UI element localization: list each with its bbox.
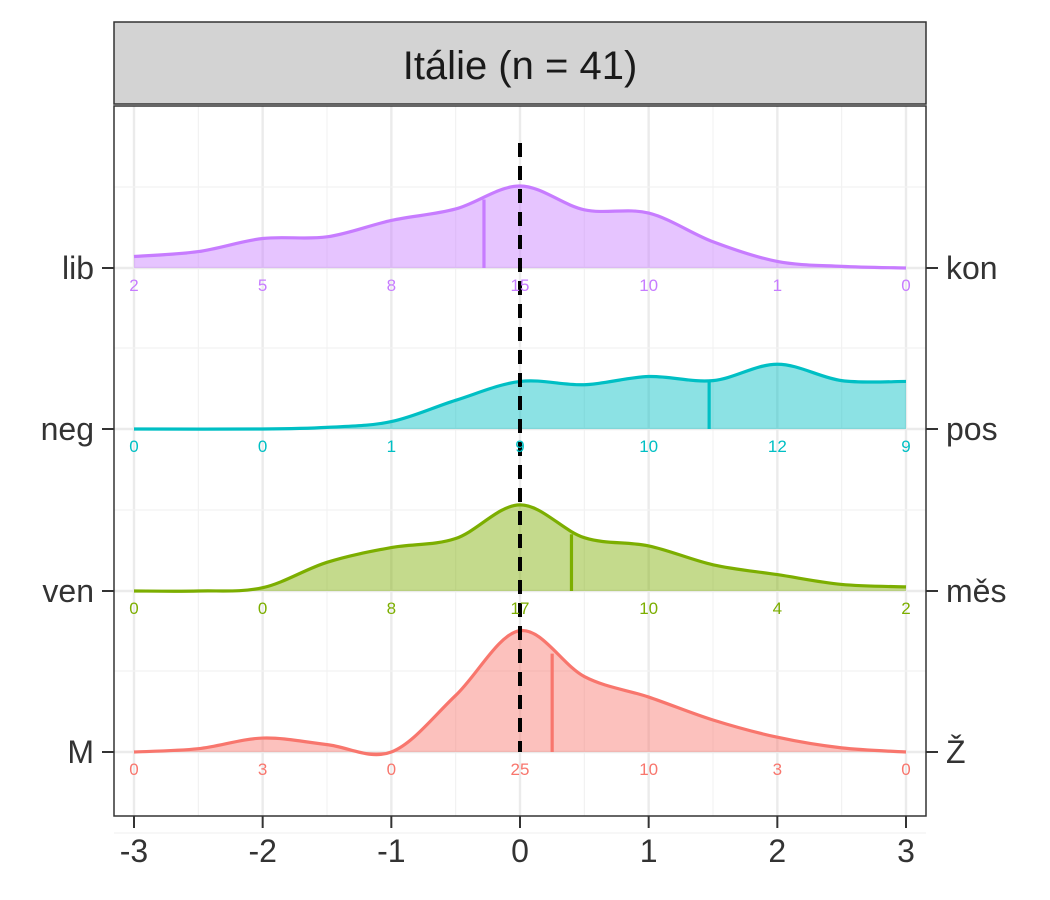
count-lib-6: 0: [901, 276, 910, 295]
ridge-lib: [133, 184, 907, 270]
ridge-neg-outline: [133, 362, 907, 431]
count-neg-3: 9: [515, 437, 524, 456]
count-labels: 2 5 8 15 10 1 00 0 1 9 10 12 90 0 8 17 10 4 20 3 0 25 10 3 0: [129, 276, 910, 779]
count-lib-3: 15: [511, 276, 530, 295]
y-label-right-mes: měs: [946, 573, 1006, 609]
x-tick-label-4: 1: [640, 833, 658, 869]
count-lib-4: 10: [639, 276, 658, 295]
y-label-left-m: M: [67, 734, 94, 770]
facet-strip: Itálie (n = 41): [113, 21, 927, 105]
count-m-0: 0: [129, 760, 138, 779]
count-ven-1: 0: [258, 599, 267, 618]
count-ven-4: 10: [639, 599, 658, 618]
count-m-1: 3: [258, 760, 267, 779]
count-neg-6: 9: [901, 437, 910, 456]
count-neg-4: 10: [639, 437, 658, 456]
count-lib-0: 2: [129, 276, 138, 295]
ridge-ven: [133, 503, 907, 593]
x-tick-label-1: -2: [248, 833, 276, 869]
facet-title: Itálie (n = 41): [403, 44, 638, 88]
strip-background: [113, 21, 927, 105]
count-m-2: 0: [387, 760, 396, 779]
count-m-4: 10: [639, 760, 658, 779]
count-m-3: 25: [511, 760, 530, 779]
count-lib-1: 5: [258, 276, 267, 295]
count-neg-5: 12: [768, 437, 787, 456]
x-tick-label-0: -3: [120, 833, 148, 869]
count-lib-2: 8: [387, 276, 396, 295]
ridge-ven-outline: [133, 503, 907, 593]
count-ven-6: 2: [901, 599, 910, 618]
count-ven-0: 0: [129, 599, 138, 618]
x-tick-label-5: 2: [768, 833, 786, 869]
y-label-right-kon: kon: [946, 250, 998, 286]
ridge-ven-fill: [134, 504, 906, 592]
count-ven-2: 8: [387, 599, 396, 618]
grid-lines: [114, 106, 926, 834]
y-label-right-z: Ž: [946, 734, 966, 770]
count-neg-0: 0: [129, 437, 138, 456]
ridge-m-fill: [134, 630, 906, 755]
ridge-lib-fill: [134, 185, 906, 268]
y-label-right-pos: pos: [946, 411, 998, 447]
count-ven-3: 17: [511, 599, 530, 618]
x-tick-label-6: 3: [897, 833, 915, 869]
count-m-6: 0: [901, 760, 910, 779]
count-lib-5: 1: [773, 276, 782, 295]
count-neg-1: 0: [258, 437, 267, 456]
x-tick-label-2: -1: [377, 833, 405, 869]
count-neg-2: 1: [387, 437, 396, 456]
y-label-left-lib: lib: [62, 250, 94, 286]
y-label-left-neg: neg: [41, 411, 94, 447]
count-ven-5: 4: [773, 599, 782, 618]
ridge-lib-outline: [133, 184, 907, 270]
y-label-left-ven: ven: [42, 573, 94, 609]
x-tick-label-3: 0: [511, 833, 529, 869]
count-m-5: 3: [773, 760, 782, 779]
